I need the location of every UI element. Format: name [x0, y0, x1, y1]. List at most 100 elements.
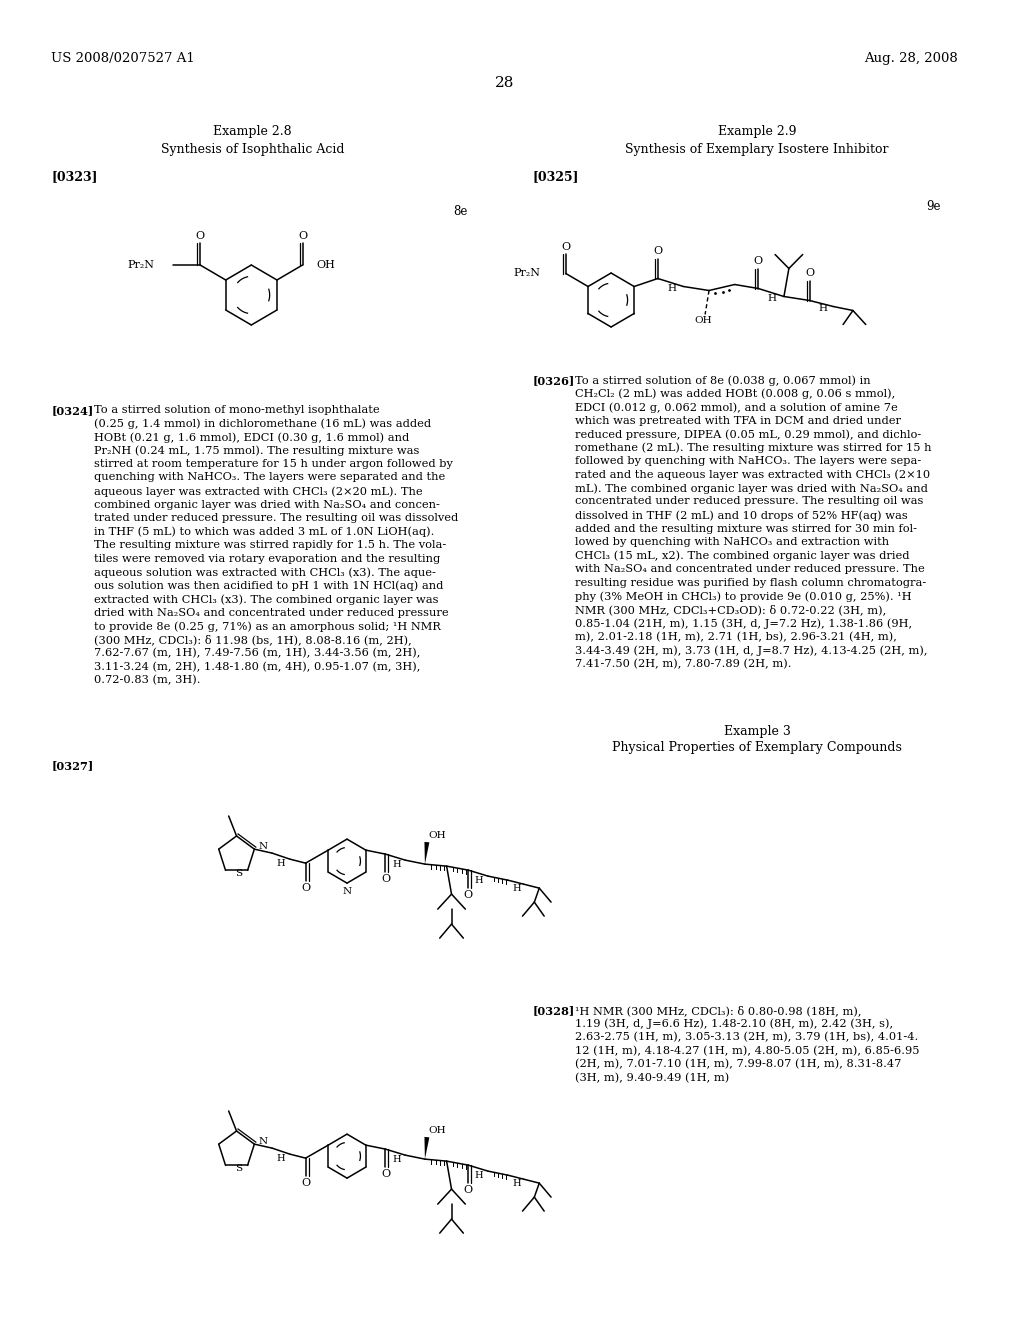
Text: concentrated under reduced pressure. The resulting oil was: concentrated under reduced pressure. The…: [574, 496, 923, 507]
Text: N: N: [342, 887, 351, 896]
Text: H: H: [512, 883, 521, 892]
Text: N: N: [258, 1137, 267, 1146]
Text: HOBt (0.21 g, 1.6 mmol), EDCI (0.30 g, 1.6 mmol) and: HOBt (0.21 g, 1.6 mmol), EDCI (0.30 g, 1…: [93, 432, 409, 442]
Text: 9e: 9e: [927, 201, 941, 213]
Text: H: H: [392, 859, 400, 869]
Text: To a stirred solution of 8e (0.038 g, 0.067 mmol) in: To a stirred solution of 8e (0.038 g, 0.…: [574, 375, 870, 385]
Text: (0.25 g, 1.4 mmol) in dichloromethane (16 mL) was added: (0.25 g, 1.4 mmol) in dichloromethane (1…: [93, 418, 431, 429]
Text: 1.19 (3H, d, J=6.6 Hz), 1.48-2.10 (8H, m), 2.42 (3H, s),: 1.19 (3H, d, J=6.6 Hz), 1.48-2.10 (8H, m…: [574, 1019, 893, 1030]
Text: Pr₂N: Pr₂N: [513, 268, 541, 279]
Text: OH: OH: [694, 315, 712, 325]
Text: Example 3: Example 3: [724, 725, 791, 738]
Text: O: O: [464, 1185, 473, 1195]
Text: added and the resulting mixture was stirred for 30 min fol-: added and the resulting mixture was stir…: [574, 524, 916, 533]
Text: CHCl₃ (15 mL, x2). The combined organic layer was dried: CHCl₃ (15 mL, x2). The combined organic …: [574, 550, 909, 561]
Text: US 2008/0207527 A1: US 2008/0207527 A1: [51, 51, 195, 65]
Text: romethane (2 mL). The resulting mixture was stirred for 15 h: romethane (2 mL). The resulting mixture …: [574, 442, 931, 453]
Text: Example 2.9: Example 2.9: [718, 125, 797, 139]
Text: extracted with CHCl₃ (x3). The combined organic layer was: extracted with CHCl₃ (x3). The combined …: [93, 594, 438, 605]
Text: Example 2.8: Example 2.8: [213, 125, 292, 139]
Text: ¹H NMR (300 MHz, CDCl₃): δ 0.80-0.98 (18H, m),: ¹H NMR (300 MHz, CDCl₃): δ 0.80-0.98 (18…: [574, 1005, 861, 1016]
Text: (2H, m), 7.01-7.10 (1H, m), 7.99-8.07 (1H, m), 8.31-8.47: (2H, m), 7.01-7.10 (1H, m), 7.99-8.07 (1…: [574, 1059, 901, 1069]
Text: 7.41-7.50 (2H, m), 7.80-7.89 (2H, m).: 7.41-7.50 (2H, m), 7.80-7.89 (2H, m).: [574, 659, 792, 669]
Text: (300 MHz, CDCl₃): δ 11.98 (bs, 1H), 8.08-8.16 (m, 2H),: (300 MHz, CDCl₃): δ 11.98 (bs, 1H), 8.08…: [93, 635, 412, 645]
Text: reduced pressure, DIPEA (0.05 mL, 0.29 mmol), and dichlo-: reduced pressure, DIPEA (0.05 mL, 0.29 m…: [574, 429, 921, 440]
Text: H: H: [475, 1171, 483, 1180]
Text: lowed by quenching with NaHCO₃ and extraction with: lowed by quenching with NaHCO₃ and extra…: [574, 537, 889, 546]
Text: [0324]: [0324]: [51, 405, 93, 416]
Text: aqueous layer was extracted with CHCl₃ (2×20 mL). The: aqueous layer was extracted with CHCl₃ (…: [93, 486, 422, 496]
Text: O: O: [561, 242, 570, 252]
Text: H: H: [392, 1155, 400, 1164]
Text: [0323]: [0323]: [51, 170, 97, 183]
Text: dissolved in THF (2 mL) and 10 drops of 52% HF(aq) was: dissolved in THF (2 mL) and 10 drops of …: [574, 510, 907, 520]
Text: ous solution was then acidified to pH 1 with 1N HCl(aq) and: ous solution was then acidified to pH 1 …: [93, 581, 443, 591]
Text: mL). The combined organic layer was dried with Na₂SO₄ and: mL). The combined organic layer was drie…: [574, 483, 928, 494]
Text: 28: 28: [495, 77, 514, 90]
Text: aqueous solution was extracted with CHCl₃ (x3). The aque-: aqueous solution was extracted with CHCl…: [93, 568, 435, 578]
Text: CH₂Cl₂ (2 mL) was added HOBt (0.008 g, 0.06 s mmol),: CH₂Cl₂ (2 mL) was added HOBt (0.008 g, 0…: [574, 388, 895, 399]
Text: Synthesis of Exemplary Isostere Inhibitor: Synthesis of Exemplary Isostere Inhibito…: [626, 143, 889, 156]
Text: with Na₂SO₄ and concentrated under reduced pressure. The: with Na₂SO₄ and concentrated under reduc…: [574, 564, 925, 574]
Text: To a stirred solution of mono-methyl isophthalate: To a stirred solution of mono-methyl iso…: [93, 405, 379, 414]
Text: H: H: [667, 284, 676, 293]
Text: tiles were removed via rotary evaporation and the resulting: tiles were removed via rotary evaporatio…: [93, 553, 440, 564]
Text: OH: OH: [429, 1126, 446, 1135]
Text: O: O: [381, 874, 390, 884]
Text: O: O: [298, 231, 307, 242]
Text: (3H, m), 9.40-9.49 (1H, m): (3H, m), 9.40-9.49 (1H, m): [574, 1072, 729, 1082]
Text: O: O: [301, 1179, 310, 1188]
Text: O: O: [464, 890, 473, 900]
Text: N: N: [258, 842, 267, 850]
Text: O: O: [381, 1170, 390, 1179]
Text: 7.62-7.67 (m, 1H), 7.49-7.56 (m, 1H), 3.44-3.56 (m, 2H),: 7.62-7.67 (m, 1H), 7.49-7.56 (m, 1H), 3.…: [93, 648, 420, 659]
Text: NMR (300 MHz, CDCl₃+CD₃OD): δ 0.72-0.22 (3H, m),: NMR (300 MHz, CDCl₃+CD₃OD): δ 0.72-0.22 …: [574, 605, 886, 615]
Text: followed by quenching with NaHCO₃. The layers were sepa-: followed by quenching with NaHCO₃. The l…: [574, 455, 921, 466]
Text: H: H: [276, 1154, 286, 1163]
Text: phy (3% MeOH in CHCl₃) to provide 9e (0.010 g, 25%). ¹H: phy (3% MeOH in CHCl₃) to provide 9e (0.…: [574, 591, 911, 602]
Text: H: H: [819, 304, 827, 313]
Text: Pr₂NH (0.24 mL, 1.75 mmol). The resulting mixture was: Pr₂NH (0.24 mL, 1.75 mmol). The resultin…: [93, 446, 419, 457]
Polygon shape: [424, 842, 429, 865]
Text: [0328]: [0328]: [532, 1005, 574, 1016]
Text: 8e: 8e: [454, 205, 468, 218]
Text: OH: OH: [429, 830, 446, 840]
Text: Physical Properties of Exemplary Compounds: Physical Properties of Exemplary Compoun…: [612, 741, 902, 754]
Text: 12 (1H, m), 4.18-4.27 (1H, m), 4.80-5.05 (2H, m), 6.85-6.95: 12 (1H, m), 4.18-4.27 (1H, m), 4.80-5.05…: [574, 1045, 920, 1056]
Text: to provide 8e (0.25 g, 71%) as an amorphous solid; ¹H NMR: to provide 8e (0.25 g, 71%) as an amorph…: [93, 620, 440, 631]
Text: OH: OH: [316, 260, 335, 271]
Text: O: O: [653, 247, 663, 256]
Text: [0327]: [0327]: [51, 760, 93, 771]
Polygon shape: [424, 1137, 429, 1159]
Text: O: O: [805, 268, 814, 279]
Text: stirred at room temperature for 15 h under argon followed by: stirred at room temperature for 15 h und…: [93, 459, 453, 469]
Text: H: H: [276, 858, 286, 867]
Text: H: H: [475, 875, 483, 884]
Text: dried with Na₂SO₄ and concentrated under reduced pressure: dried with Na₂SO₄ and concentrated under…: [93, 607, 449, 618]
Text: H: H: [512, 1179, 521, 1188]
Text: S: S: [236, 869, 243, 878]
Text: Aug. 28, 2008: Aug. 28, 2008: [864, 51, 958, 65]
Text: in THF (5 mL) to which was added 3 mL of 1.0N LiOH(aq).: in THF (5 mL) to which was added 3 mL of…: [93, 527, 434, 537]
Text: The resulting mixture was stirred rapidly for 1.5 h. The vola-: The resulting mixture was stirred rapidl…: [93, 540, 445, 550]
Text: which was pretreated with TFA in DCM and dried under: which was pretreated with TFA in DCM and…: [574, 416, 901, 425]
Text: Synthesis of Isophthalic Acid: Synthesis of Isophthalic Acid: [161, 143, 344, 156]
Text: m), 2.01-2.18 (1H, m), 2.71 (1H, bs), 2.96-3.21 (4H, m),: m), 2.01-2.18 (1H, m), 2.71 (1H, bs), 2.…: [574, 631, 896, 642]
Text: 2.63-2.75 (1H, m), 3.05-3.13 (2H, m), 3.79 (1H, bs), 4.01-4.: 2.63-2.75 (1H, m), 3.05-3.13 (2H, m), 3.…: [574, 1032, 918, 1043]
Text: quenching with NaHCO₃. The layers were separated and the: quenching with NaHCO₃. The layers were s…: [93, 473, 444, 483]
Text: 0.85-1.04 (21H, m), 1.15 (3H, d, J=7.2 Hz), 1.38-1.86 (9H,: 0.85-1.04 (21H, m), 1.15 (3H, d, J=7.2 H…: [574, 618, 911, 628]
Text: Pr₂N: Pr₂N: [128, 260, 155, 271]
Text: [0325]: [0325]: [532, 170, 579, 183]
Text: 3.11-3.24 (m, 2H), 1.48-1.80 (m, 4H), 0.95-1.07 (m, 3H),: 3.11-3.24 (m, 2H), 1.48-1.80 (m, 4H), 0.…: [93, 661, 420, 672]
Text: resulting residue was purified by flash column chromatogra-: resulting residue was purified by flash …: [574, 578, 926, 587]
Text: EDCI (0.012 g, 0.062 mmol), and a solution of amine 7e: EDCI (0.012 g, 0.062 mmol), and a soluti…: [574, 403, 897, 413]
Text: [0326]: [0326]: [532, 375, 574, 385]
Text: O: O: [754, 256, 763, 267]
Text: O: O: [196, 231, 205, 242]
Text: 3.44-3.49 (2H, m), 3.73 (1H, d, J=8.7 Hz), 4.13-4.25 (2H, m),: 3.44-3.49 (2H, m), 3.73 (1H, d, J=8.7 Hz…: [574, 645, 927, 656]
Text: combined organic layer was dried with Na₂SO₄ and concen-: combined organic layer was dried with Na…: [93, 499, 439, 510]
Text: O: O: [301, 883, 310, 894]
Text: S: S: [236, 1164, 243, 1173]
Text: H: H: [768, 294, 776, 304]
Text: 0.72-0.83 (m, 3H).: 0.72-0.83 (m, 3H).: [93, 675, 200, 685]
